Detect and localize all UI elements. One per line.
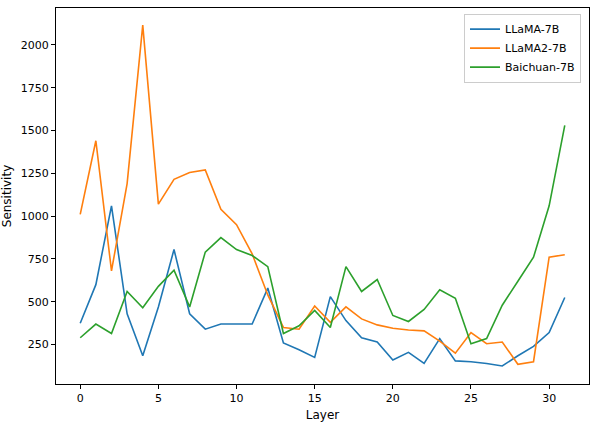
- svg-text:LLaMA2-7B: LLaMA2-7B: [505, 42, 567, 55]
- svg-text:15: 15: [308, 392, 322, 405]
- svg-text:750: 750: [28, 253, 49, 266]
- svg-text:20: 20: [386, 392, 400, 405]
- svg-text:1250: 1250: [21, 167, 49, 180]
- svg-text:30: 30: [542, 392, 556, 405]
- svg-text:LLaMA-7B: LLaMA-7B: [505, 23, 559, 36]
- svg-text:500: 500: [28, 296, 49, 309]
- svg-text:250: 250: [28, 338, 49, 351]
- svg-text:10: 10: [230, 392, 244, 405]
- svg-text:2000: 2000: [21, 39, 49, 52]
- svg-text:Baichuan-7B: Baichuan-7B: [505, 61, 575, 74]
- svg-text:0: 0: [77, 392, 84, 405]
- svg-text:Sensitivity: Sensitivity: [0, 165, 14, 227]
- svg-text:25: 25: [464, 392, 478, 405]
- svg-text:5: 5: [155, 392, 162, 405]
- svg-text:1750: 1750: [21, 82, 49, 95]
- svg-text:Layer: Layer: [306, 408, 340, 422]
- svg-text:1500: 1500: [21, 124, 49, 137]
- svg-text:1000: 1000: [21, 210, 49, 223]
